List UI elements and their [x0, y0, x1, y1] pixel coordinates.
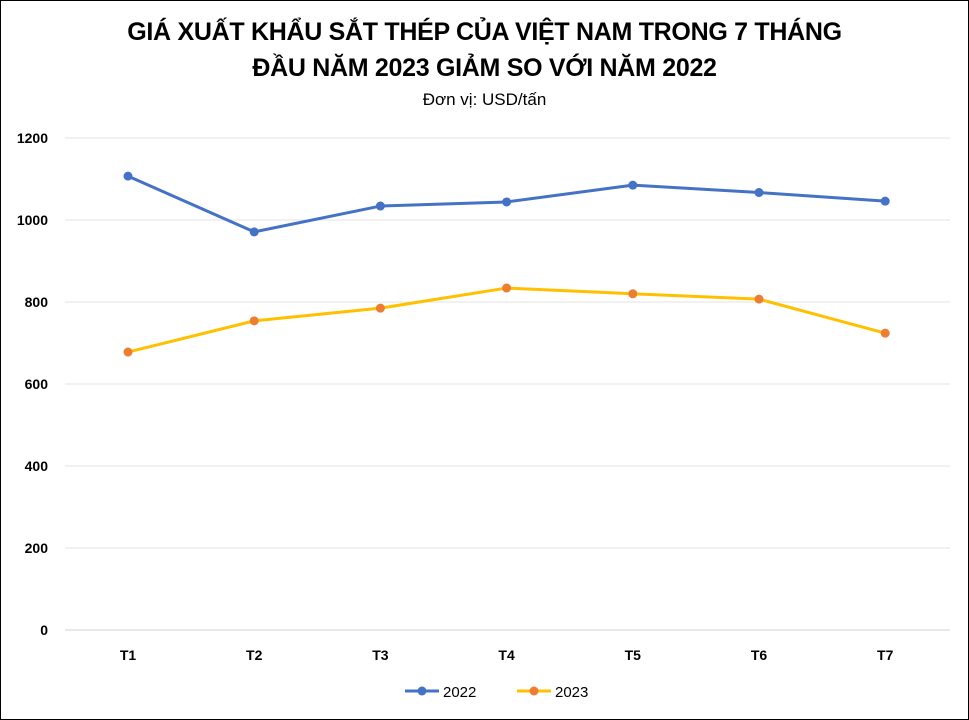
y-tick-label: 800	[25, 294, 49, 310]
legend-marker-2023	[529, 686, 539, 696]
data-point-2022	[880, 196, 890, 206]
x-tick-label: T6	[751, 647, 768, 663]
data-point-2023	[249, 316, 259, 326]
x-tick-label: T7	[877, 647, 894, 663]
data-point-2022	[502, 197, 512, 207]
data-point-2022	[123, 171, 133, 181]
x-tick-label: T4	[498, 647, 515, 663]
series-line-2023	[127, 286, 886, 354]
y-tick-label: 200	[25, 540, 49, 556]
legend-marker-2022	[417, 686, 427, 696]
legend-label-2023: 2023	[555, 684, 588, 701]
y-tick-label: 400	[25, 458, 49, 474]
chart-subtitle: Đơn vị: USD/tấn	[422, 90, 547, 109]
data-point-2023	[502, 283, 512, 293]
data-point-2022	[375, 201, 385, 211]
data-point-2022	[754, 188, 764, 198]
legend-label-2022: 2022	[443, 684, 476, 701]
x-tick-label: T5	[625, 647, 642, 663]
data-point-2023	[628, 289, 638, 299]
data-point-2023	[375, 303, 385, 313]
y-tick-label: 1200	[17, 130, 48, 146]
y-tick-label: 600	[25, 376, 49, 392]
data-point-2023	[754, 294, 764, 304]
data-point-2022	[628, 180, 638, 190]
data-point-2022	[249, 227, 259, 237]
chart-title: GIÁ XUẤT KHẨU SẮT THÉP CỦA VIỆT NAM TRON…	[127, 18, 842, 82]
x-tick-label: T1	[120, 647, 137, 663]
y-tick-label: 1000	[17, 212, 48, 228]
data-point-2023	[123, 347, 133, 357]
x-tick-label: T2	[246, 647, 263, 663]
data-point-2023	[880, 328, 890, 338]
x-tick-label: T3	[372, 647, 389, 663]
y-tick-label: 0	[40, 622, 48, 638]
